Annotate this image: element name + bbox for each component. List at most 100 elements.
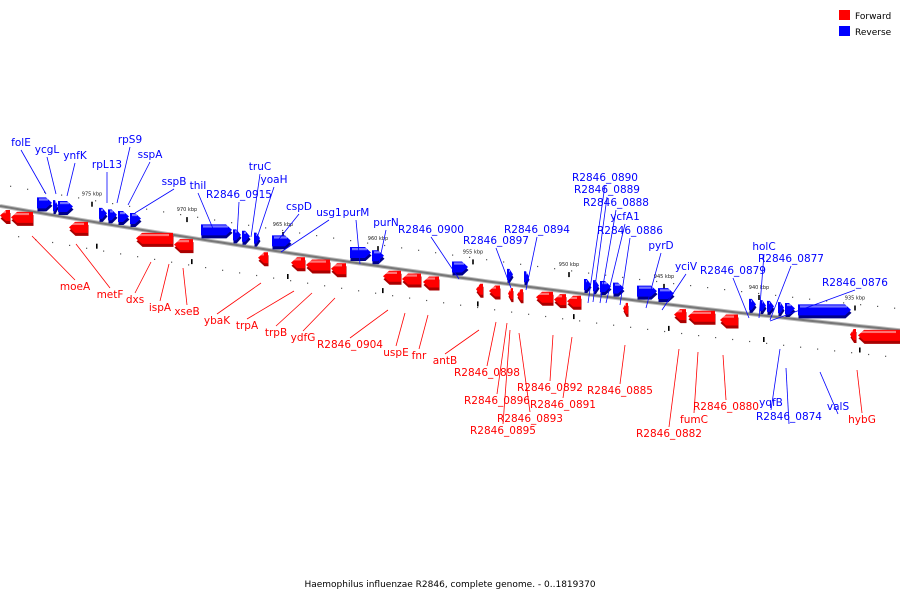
- forward-gene-arrow[interactable]: [688, 310, 716, 325]
- gene-label-r2846-0876[interactable]: R2846_0876: [822, 277, 888, 289]
- forward-gene-arrow[interactable]: [554, 294, 567, 309]
- gene-label-ispa[interactable]: ispA: [149, 302, 172, 314]
- gene-label-xseb[interactable]: xseB: [174, 306, 199, 318]
- gene-label-hybg[interactable]: hybG: [848, 414, 876, 426]
- gene-label-r2846-0897[interactable]: R2846_0897: [463, 235, 529, 247]
- reverse-gene-arrow[interactable]: [767, 300, 775, 315]
- forward-gene-arrow[interactable]: [331, 263, 347, 278]
- gene-label-yoah[interactable]: yoaH: [261, 174, 288, 186]
- gene-label-r2846-0877[interactable]: R2846_0877: [758, 253, 824, 265]
- reverse-gene-arrow[interactable]: [372, 250, 385, 265]
- gene-label-purn[interactable]: purN: [373, 217, 399, 229]
- forward-gene-arrow[interactable]: [402, 273, 422, 288]
- forward-gene-arrow[interactable]: [136, 232, 174, 247]
- forward-gene-arrow[interactable]: [508, 288, 514, 303]
- gene-label-rpl13[interactable]: rpL13: [92, 159, 122, 171]
- reverse-gene-arrow[interactable]: [53, 200, 59, 215]
- reverse-gene-arrow[interactable]: [524, 271, 530, 286]
- gene-label-r2846-0891[interactable]: R2846_0891: [530, 399, 596, 411]
- gene-label-r2846-0894[interactable]: R2846_0894: [504, 224, 570, 236]
- forward-gene-arrow[interactable]: [476, 283, 484, 298]
- gene-label-r2846-0900[interactable]: R2846_0900: [398, 224, 464, 236]
- forward-gene-arrow[interactable]: [291, 257, 306, 272]
- gene-label-fumc[interactable]: fumC: [680, 414, 708, 426]
- gene-label-r2846-0879[interactable]: R2846_0879: [700, 265, 766, 277]
- gene-label-fole[interactable]: folE: [11, 137, 31, 149]
- gene-label-r2846-0880[interactable]: R2846_0880: [693, 401, 759, 413]
- gene-label-rps9[interactable]: rpS9: [118, 134, 142, 146]
- reverse-gene-arrow[interactable]: [350, 247, 372, 261]
- gene-label-cspd[interactable]: cspD: [286, 201, 312, 213]
- gene-label-r2846-0898[interactable]: R2846_0898: [454, 367, 520, 379]
- gene-label-sspb[interactable]: sspB: [162, 176, 187, 188]
- reverse-gene-arrow[interactable]: [99, 207, 108, 222]
- gene-label-truc[interactable]: truC: [249, 161, 271, 173]
- gene-label-r2846-0886[interactable]: R2846_0886: [597, 225, 663, 237]
- reverse-gene-arrow[interactable]: [452, 261, 469, 276]
- forward-gene-arrow[interactable]: [623, 302, 629, 317]
- forward-gene-arrow[interactable]: [306, 259, 331, 274]
- forward-gene-arrow[interactable]: [850, 329, 857, 343]
- forward-gene-arrow[interactable]: [69, 221, 89, 236]
- gene-label-metf[interactable]: metF: [97, 289, 124, 301]
- reverse-gene-arrow[interactable]: [108, 209, 118, 224]
- gene-label-r2846-0889[interactable]: R2846_0889: [574, 184, 640, 196]
- gene-label-sspa[interactable]: sspA: [138, 149, 164, 161]
- gene-label-r2846-0895[interactable]: R2846_0895: [470, 425, 536, 437]
- forward-gene-arrow[interactable]: [11, 211, 34, 226]
- reverse-gene-arrow[interactable]: [130, 212, 142, 227]
- forward-gene-arrow[interactable]: [423, 276, 440, 291]
- gene-label-holc[interactable]: holC: [752, 241, 775, 253]
- forward-gene-arrow[interactable]: [174, 239, 194, 254]
- gene-label-r2846-0888[interactable]: R2846_0888: [583, 197, 649, 209]
- reverse-gene-arrow[interactable]: [613, 282, 625, 297]
- gene-label-dxs[interactable]: dxs: [126, 294, 144, 306]
- gene-label-purm[interactable]: purM: [343, 207, 370, 219]
- gene-label-ycgl[interactable]: ycgL: [35, 144, 60, 156]
- gene-label-pyrd[interactable]: pyrD: [648, 240, 673, 252]
- gene-label-ycfa1[interactable]: ycfA1: [610, 211, 640, 223]
- forward-gene-arrow[interactable]: [567, 295, 582, 310]
- gene-label-r2846-0893[interactable]: R2846_0893: [497, 413, 563, 425]
- reverse-gene-arrow[interactable]: [118, 210, 130, 225]
- gene-label-moea[interactable]: moeA: [60, 281, 91, 293]
- gene-label-r2846-0882[interactable]: R2846_0882: [636, 428, 702, 440]
- gene-label-antb[interactable]: antB: [433, 355, 457, 367]
- gene-label-yqfb[interactable]: yqfB: [759, 397, 783, 409]
- forward-gene-arrow[interactable]: [383, 270, 402, 285]
- gene-label-r2846-0885[interactable]: R2846_0885: [587, 385, 653, 397]
- gene-label-ynfk[interactable]: ynfK: [63, 150, 88, 162]
- reverse-gene-arrow[interactable]: [637, 285, 658, 300]
- gene-label-r2846-0896[interactable]: R2846_0896: [464, 395, 530, 407]
- reverse-gene-arrow[interactable]: [254, 232, 261, 247]
- forward-gene-arrow[interactable]: [720, 314, 739, 329]
- reverse-gene-arrow[interactable]: [201, 224, 233, 239]
- reverse-gene-arrow[interactable]: [798, 304, 852, 319]
- gene-label-uspe[interactable]: uspE: [383, 347, 408, 359]
- gene-label-trpa[interactable]: trpA: [236, 320, 259, 332]
- gene-label-r2846-0915[interactable]: R2846_0915: [206, 189, 272, 201]
- gene-label-fnr[interactable]: fnr: [412, 350, 427, 362]
- gene-label-trpb[interactable]: trpB: [265, 327, 287, 339]
- reverse-gene-arrow[interactable]: [658, 288, 675, 303]
- reverse-gene-arrow[interactable]: [778, 302, 785, 317]
- gene-label-vals[interactable]: valS: [827, 401, 850, 413]
- gene-label-ydfg[interactable]: ydfG: [291, 332, 316, 344]
- gene-label-r2846-0874[interactable]: R2846_0874: [756, 411, 822, 423]
- gene-label-thii[interactable]: thiI: [190, 180, 207, 192]
- reverse-gene-arrow[interactable]: [749, 298, 757, 313]
- reverse-gene-arrow[interactable]: [58, 200, 74, 215]
- reverse-gene-arrow[interactable]: [37, 197, 53, 212]
- forward-gene-arrow[interactable]: [858, 329, 900, 344]
- gene-label-yciv[interactable]: yciV: [675, 261, 698, 273]
- forward-gene-arrow[interactable]: [674, 309, 687, 324]
- reverse-gene-arrow[interactable]: [242, 230, 251, 245]
- reverse-gene-arrow[interactable]: [584, 278, 592, 293]
- forward-gene-arrow[interactable]: [489, 285, 501, 300]
- forward-gene-arrow[interactable]: [517, 289, 524, 304]
- reverse-gene-arrow[interactable]: [507, 268, 514, 283]
- gene-label-r2846-0904[interactable]: R2846_0904: [317, 339, 383, 351]
- reverse-gene-arrow[interactable]: [760, 300, 767, 315]
- forward-gene-arrow[interactable]: [0, 210, 11, 224]
- gene-label-ybak[interactable]: ybaK: [204, 315, 231, 327]
